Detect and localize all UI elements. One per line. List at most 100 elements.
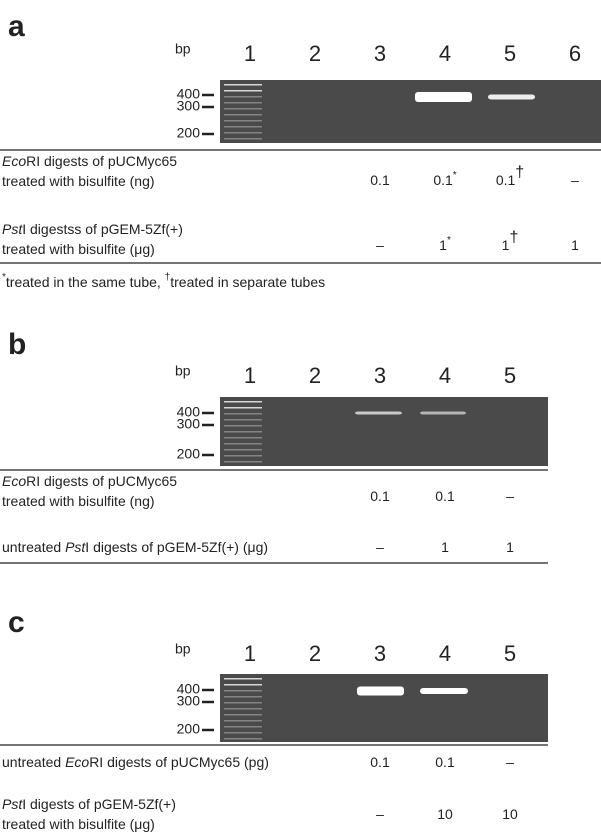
cell: – <box>376 806 384 822</box>
row-label: treated with bisulfite (μg) <box>2 816 155 832</box>
superscript: * <box>447 235 451 246</box>
lane-number: 3 <box>374 363 386 388</box>
ladder-band <box>224 90 262 92</box>
cell-value: 1 <box>439 237 447 253</box>
cell: 0.1 <box>435 754 455 770</box>
cell-value: – <box>506 488 514 504</box>
cell: – <box>376 237 384 253</box>
panel-label: c <box>8 606 25 639</box>
row-label: PstI digestss of pGEM-5Zf(+) <box>2 221 183 237</box>
ladder-band <box>224 126 262 128</box>
bp-label: bp <box>175 363 191 379</box>
ladder-band <box>224 437 262 439</box>
text-segment: RI digests of pUCMyc65 (pg) <box>89 754 269 770</box>
superscript: * <box>453 170 457 181</box>
row-label: EcoRI digests of pUCMyc65 <box>2 473 177 489</box>
text-segment: Pst <box>65 539 86 555</box>
ladder-band <box>224 407 262 409</box>
cell: 0.1 <box>435 488 455 504</box>
bp-label: bp <box>175 641 191 657</box>
cell-value: 0.1 <box>370 488 390 504</box>
size-marker: 300 <box>177 416 201 432</box>
cell: – <box>506 488 514 504</box>
cell-value: – <box>376 237 384 253</box>
cell-value: 1 <box>506 539 514 555</box>
ladder-band <box>224 684 262 686</box>
cell-value: 0.1 <box>433 172 453 188</box>
cell-value: 0.1 <box>435 754 455 770</box>
gel-image <box>220 80 601 143</box>
lane-number: 1 <box>244 363 256 388</box>
cell: – <box>506 754 514 770</box>
text-segment: RI digests of pUCMyc65 <box>26 153 177 169</box>
text-segment: treated in separate tubes <box>170 274 325 290</box>
ladder-band <box>224 413 262 415</box>
cell-value: 1 <box>502 237 510 253</box>
ladder-band <box>224 732 262 734</box>
cell: 10 <box>502 806 518 822</box>
ladder-band <box>224 419 262 421</box>
lane-number: 5 <box>504 363 516 388</box>
ladder-band <box>224 449 262 451</box>
text-segment: RI digests of pUCMyc65 <box>26 473 177 489</box>
row-label: PstI digests of pGEM-5Zf(+) <box>2 796 176 812</box>
text-segment: Eco <box>2 153 26 169</box>
lane-number: 3 <box>374 41 386 66</box>
text-segment: treated with bisulfite (ng) <box>2 173 155 189</box>
row-label: treated with bisulfite (ng) <box>2 173 155 189</box>
lane-number: 5 <box>504 41 516 66</box>
cell: 0.1 <box>370 172 390 188</box>
cell-value: – <box>376 806 384 822</box>
cell: – <box>376 539 384 555</box>
row-label: treated with bisulfite (ng) <box>2 493 155 509</box>
lane-number: 1 <box>244 41 256 66</box>
gel-image <box>220 674 548 742</box>
superscript: † <box>515 164 524 181</box>
ladder-band <box>224 720 262 722</box>
lane-number: 3 <box>374 641 386 666</box>
cell: – <box>571 172 579 188</box>
ladder-band <box>224 102 262 104</box>
panel-label: a <box>8 10 25 43</box>
dna-band <box>355 412 402 415</box>
ladder-band <box>224 108 262 110</box>
cell-value: – <box>506 754 514 770</box>
text-segment: treated with bisulfite (μg) <box>2 816 155 832</box>
row-label: treated with bisulfite (μg) <box>2 241 155 257</box>
row-label: EcoRI digests of pUCMyc65 <box>2 153 177 169</box>
ladder-band <box>224 738 262 740</box>
cell: 1 <box>571 237 579 253</box>
cell-value: 0.1 <box>435 488 455 504</box>
ladder-band <box>224 431 262 433</box>
ladder-band <box>224 401 262 403</box>
ladder-band <box>224 702 262 704</box>
superscript: † <box>509 229 518 246</box>
size-marker: 200 <box>177 446 201 462</box>
size-marker: 300 <box>177 693 201 709</box>
dna-band <box>488 95 535 100</box>
cell: 10 <box>437 806 453 822</box>
cell: 1 <box>441 539 449 555</box>
text-segment: Eco <box>2 473 26 489</box>
dna-band <box>357 687 404 696</box>
ladder-band <box>224 425 262 427</box>
cell: 1 <box>506 539 514 555</box>
text-segment: I digests of pGEM-5Zf(+) (μg) <box>85 539 268 555</box>
text-segment: untreated <box>2 754 65 770</box>
ladder-band <box>224 84 262 86</box>
cell: 0.1 <box>370 754 390 770</box>
text-segment: untreated <box>2 539 65 555</box>
ladder-band <box>224 726 262 728</box>
ladder-band <box>224 120 262 122</box>
cell: 1† <box>502 229 519 253</box>
ladder-band <box>224 96 262 98</box>
ladder-band <box>224 443 262 445</box>
text-segment: I digests of pGEM-5Zf(+) <box>22 796 176 812</box>
bp-label: bp <box>175 41 191 57</box>
cell-value: 0.1 <box>496 172 516 188</box>
text-segment: treated with bisulfite (μg) <box>2 241 155 257</box>
ladder-band <box>224 132 262 134</box>
size-marker: 300 <box>177 98 201 114</box>
cell: 0.1* <box>433 170 456 188</box>
lane-number: 4 <box>439 641 451 666</box>
